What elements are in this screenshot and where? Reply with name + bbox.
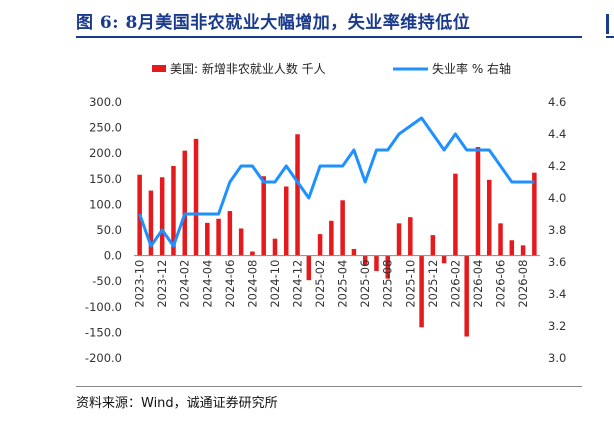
y-left-tick-label: -50.0 [92,274,122,288]
x-tick-label: 2023-10 [133,260,147,308]
y-right-tick-label: 3.0 [548,351,566,365]
bar-mark [193,138,199,256]
bar-mark [227,211,233,256]
x-tick-label: 2024-10 [268,260,282,308]
title-rule [76,36,582,38]
legend: 美国: 新增非农就业人数 千人 失业率 % 右轴 [152,61,511,76]
x-tick-label: 2026-04 [471,260,485,308]
x-tick-label: 2024-04 [200,260,214,308]
x-tick-label: 2024-08 [245,260,259,308]
bar-mark [205,222,210,256]
bar-mark [520,245,526,256]
y-left-tick-label: 250.0 [89,121,122,135]
bar-mark [272,238,278,256]
x-tick-label: 2025-10 [403,260,417,308]
bar-mark [430,235,436,256]
x-tick-label: 2026-02 [448,260,462,308]
bar-mark [238,228,244,256]
bar-mark [216,218,221,256]
bar-mark [396,223,402,256]
legend-line-label: 失业率 % 右轴 [432,61,511,76]
bar-mark [171,166,176,256]
y-right-tick-label: 3.4 [548,287,566,301]
x-tick-label: 2024-12 [291,260,305,308]
x-tick-label: 2026-08 [516,260,530,308]
bar-mark [385,255,390,279]
y-right-tick-label: 4.4 [548,127,566,141]
bar-mark [295,134,300,256]
y-left-tick-label: -100.0 [85,300,122,314]
bar-mark [498,223,503,256]
x-tick-label: 2023-12 [155,260,169,308]
bottom-rule [76,386,582,387]
x-tick-label: 2025-04 [336,260,350,308]
x-tick-label: 2026-06 [494,260,508,308]
x-axis: 2023-10 2023-12 2024-02 2024-04 2024-06 2024-… [133,260,530,308]
x-tick-label: 2025-02 [313,260,327,308]
bar-mark [453,173,458,256]
adjacent-figure-cut-rule [606,36,614,38]
bar-mark [487,179,492,256]
x-tick-label: 2024-06 [223,260,237,308]
y-left-tick-label: -200.0 [85,351,122,365]
bar-mark [261,176,266,256]
x-tick-label: 2025-08 [381,260,395,308]
y-right-tick-label: 4.6 [548,95,566,109]
unemployment-line [138,116,535,248]
bar-mark [159,177,165,256]
bar-mark [408,217,413,256]
y-left-tick-label: 100.0 [89,197,122,211]
x-tick-label: 2025-06 [358,260,372,308]
bar-mark [250,251,255,256]
bar-mark [351,248,357,256]
y-axis-right: 4.6 4.4 4.2 4.0 3.8 3.6 3.4 3.2 3.0 [548,95,566,365]
bar-mark [340,200,345,256]
bar-series [137,134,537,337]
bar-mark [182,150,187,256]
legend-bar-swatch [152,65,166,72]
y-left-tick-label: 150.0 [89,172,122,186]
y-axis-left: 300.0 250.0 200.0 150.0 100.0 50.0 0.0 -50.0 -10… [85,95,122,365]
y-right-tick-label: 3.8 [548,223,566,237]
x-tick-label: 2024-02 [178,260,192,308]
y-left-tick-label: -150.0 [85,325,122,339]
y-right-tick-label: 3.2 [548,319,566,333]
x-tick-label: 2025-12 [426,260,440,308]
bar-mark [475,147,481,256]
bar-mark [317,234,323,256]
y-right-tick-label: 4.2 [548,159,566,173]
bar-mark [374,255,379,271]
legend-bar-label: 美国: 新增非农就业人数 千人 [170,61,326,76]
y-right-tick-label: 4.0 [548,191,566,205]
bar-mark [464,255,469,337]
bar-mark [306,255,312,281]
bar-mark [329,220,334,256]
y-left-tick-label: 200.0 [89,146,122,160]
bar-mark [148,190,154,256]
bar-mark [419,255,424,328]
y-left-tick-label: 50.0 [96,223,122,237]
bar-mark [441,255,447,264]
bar-mark [509,240,515,256]
adjacent-figure-cut-mark [606,14,609,34]
y-left-tick-label: 300.0 [89,95,122,109]
figure-title: 图 6: 8月美国非农就业大幅增加，失业率维持低位 [76,13,471,33]
bar-mark [532,172,537,256]
y-left-tick-label: 0.0 [104,249,122,263]
unemployment-line-series [138,116,535,248]
bar-mark [284,186,289,256]
bar-mark [362,255,368,265]
source-note: 资料来源：Wind，诚通证券研究所 [76,396,278,411]
y-right-tick-label: 3.6 [548,255,566,269]
